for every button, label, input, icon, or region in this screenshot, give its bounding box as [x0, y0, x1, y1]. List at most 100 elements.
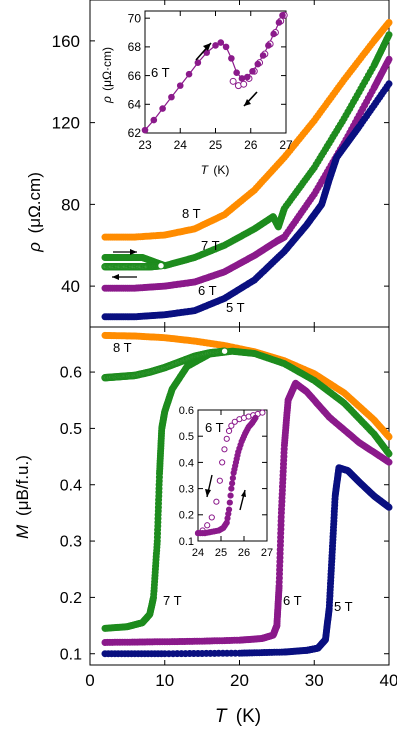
top-inset-warming-point: [185, 70, 193, 78]
top-inset-warming-point: [212, 42, 219, 49]
top-ytick-label: 40: [61, 277, 80, 296]
top-label-7T: 7 T: [201, 238, 220, 253]
top-inset-annotation: 6 T: [151, 65, 170, 80]
bottom-inset-ytick-label: 0.5: [179, 431, 194, 443]
bottom-inset-warming-point: [227, 492, 234, 499]
top-series-8T-point: [385, 18, 393, 26]
bottom-inset-y-ticks: 0.1 0.2 0.3 0.4 0.5 0.6: [179, 405, 267, 548]
bottom-inset: 0.1 0.2 0.3 0.4 0.5 0.6 24 25 26 27 6 T: [179, 405, 273, 559]
top-inset-x-axis-label: T (K): [201, 163, 230, 177]
bottom-inset-cooling-point: [259, 409, 266, 416]
top-inset-warming-line: [144, 15, 284, 131]
top-ytick-label: 160: [52, 32, 80, 51]
top-inset-xtick-label: 24: [174, 138, 188, 152]
bottom-x-axis-symbol: T: [215, 706, 228, 727]
bottom-inset-series: [194, 409, 266, 537]
bottom-inset-ytick-label: 0.4: [179, 457, 194, 469]
bottom-inset-xtick-label: 26: [238, 547, 250, 559]
bottom-inset-ytick-label: 0.6: [179, 405, 194, 417]
bottom-inset-xtick-label: 25: [215, 547, 227, 559]
bottom-inset-x-ticks: 24 25 26 27: [192, 410, 273, 559]
top-series-7T-point: [385, 31, 393, 39]
top-inset-warming-point: [270, 30, 277, 38]
top-arrow-left: [112, 274, 137, 280]
top-inset-warming-point: [238, 75, 246, 82]
bottom-inset-cooling-point: [204, 522, 211, 529]
top-inset-x-symbol: T: [201, 163, 210, 177]
top-inset-warming-point: [194, 59, 202, 66]
bottom-ytick-label: 0.2: [60, 590, 82, 607]
bottom-series-5T-point: [385, 503, 393, 511]
top-inset-xtick-label: 26: [244, 138, 258, 152]
bottom-inset-cooling-point: [225, 427, 233, 435]
bottom-inset-cooling-point: [223, 435, 230, 442]
top-inset-y-unit: (μΩ·cm): [100, 47, 114, 91]
bottom-ytick-label: 0.3: [60, 534, 82, 551]
top-series-7T-open-point: [157, 262, 165, 270]
top-y-ticks: 40 80 120 160: [52, 32, 389, 296]
top-series-5T: [101, 80, 393, 321]
top-inset-arrow-down: [243, 91, 258, 107]
top-inset-warming-point: [275, 19, 283, 26]
top-inset-ytick-label: 68: [128, 40, 142, 54]
top-series-8T: [101, 18, 393, 241]
bottom-inset-xtick-label: 27: [261, 547, 273, 559]
top-inset-cooling-point: [229, 77, 237, 85]
bottom-label-8T: 8 T: [113, 340, 132, 355]
top-y-axis-unit: (μΩ.cm): [25, 172, 44, 233]
top-inset-warming-point: [203, 49, 210, 56]
bottom-inset-annotation: 6 T: [205, 420, 224, 435]
bottom-inset-cooling-point: [219, 459, 226, 466]
top-inset-warming-point: [233, 69, 240, 77]
top-ytick-label: 120: [52, 114, 80, 133]
bottom-inset-warming-point: [229, 475, 236, 482]
bottom-inset-warming-point: [229, 480, 236, 487]
top-inset-warming-point: [228, 55, 235, 62]
top-series-6T: [101, 55, 393, 292]
bottom-xtick-label: 20: [230, 671, 249, 690]
top-inset-y-ticks: 62 64 66 68 70: [128, 11, 286, 140]
bottom-inset-xtick-label: 24: [192, 547, 204, 559]
bottom-series-group: [101, 331, 393, 658]
top-series-5T-point: [385, 80, 393, 88]
top-inset-cooling-point: [240, 80, 248, 88]
top-inset-arrow-up: [195, 42, 212, 61]
bottom-inset-cooling-point: [221, 446, 228, 453]
bottom-ytick-label: 0.6: [60, 365, 82, 382]
top-series-7T-open: [101, 262, 165, 271]
bottom-inset-warming-point: [228, 485, 235, 492]
bottom-inset-cooling-point: [231, 418, 238, 425]
bottom-y-axis-label: M (μB/f.u.): [13, 455, 32, 539]
top-ytick-label: 80: [61, 195, 80, 214]
top-inset-warming-point: [259, 52, 267, 59]
top-inset-ytick-label: 62: [128, 126, 142, 140]
bottom-xtick-label: 0: [85, 671, 94, 690]
bottom-inset-cooling-point: [213, 498, 220, 505]
top-inset-warming-point: [249, 67, 256, 75]
top-inset-warming-point: [150, 116, 158, 124]
top-inset-xtick-label: 27: [279, 138, 293, 152]
top-arrow-right: [113, 249, 137, 255]
top-inset-y-axis-label: ρ (μΩ·cm): [100, 47, 114, 104]
bottom-inset-cooling-point: [208, 514, 215, 521]
bottom-y-axis-unit: (μB/f.u.): [13, 455, 32, 516]
top-inset-series: [141, 11, 288, 134]
bottom-inset-arrow-up: [239, 489, 246, 511]
bottom-ytick-label: 0.4: [60, 477, 82, 494]
bottom-x-axis-unit: (K): [236, 706, 261, 727]
top-inset-warming-point: [254, 60, 262, 68]
bottom-y-ticks: 0.1 0.2 0.3 0.4 0.5 0.6: [60, 365, 389, 663]
top-inset-ytick-label: 66: [128, 69, 142, 83]
top-y-axis-label: ρ (μΩ.cm): [25, 172, 44, 253]
top-inset-warming-point: [265, 42, 272, 49]
bottom-x-ticks: 0 10 20 30 40: [85, 327, 397, 690]
top-inset-warming-point: [217, 39, 225, 46]
bottom-series-6T-point: [385, 458, 393, 466]
top-series-6T-point: [385, 55, 393, 63]
bottom-xtick-label: 30: [305, 671, 324, 690]
top-inset-warming-point: [176, 82, 184, 89]
top-inset-xtick-label: 25: [209, 138, 223, 152]
top-inset-x-unit: (K): [213, 163, 229, 177]
top-label-6T: 6 T: [198, 283, 217, 298]
